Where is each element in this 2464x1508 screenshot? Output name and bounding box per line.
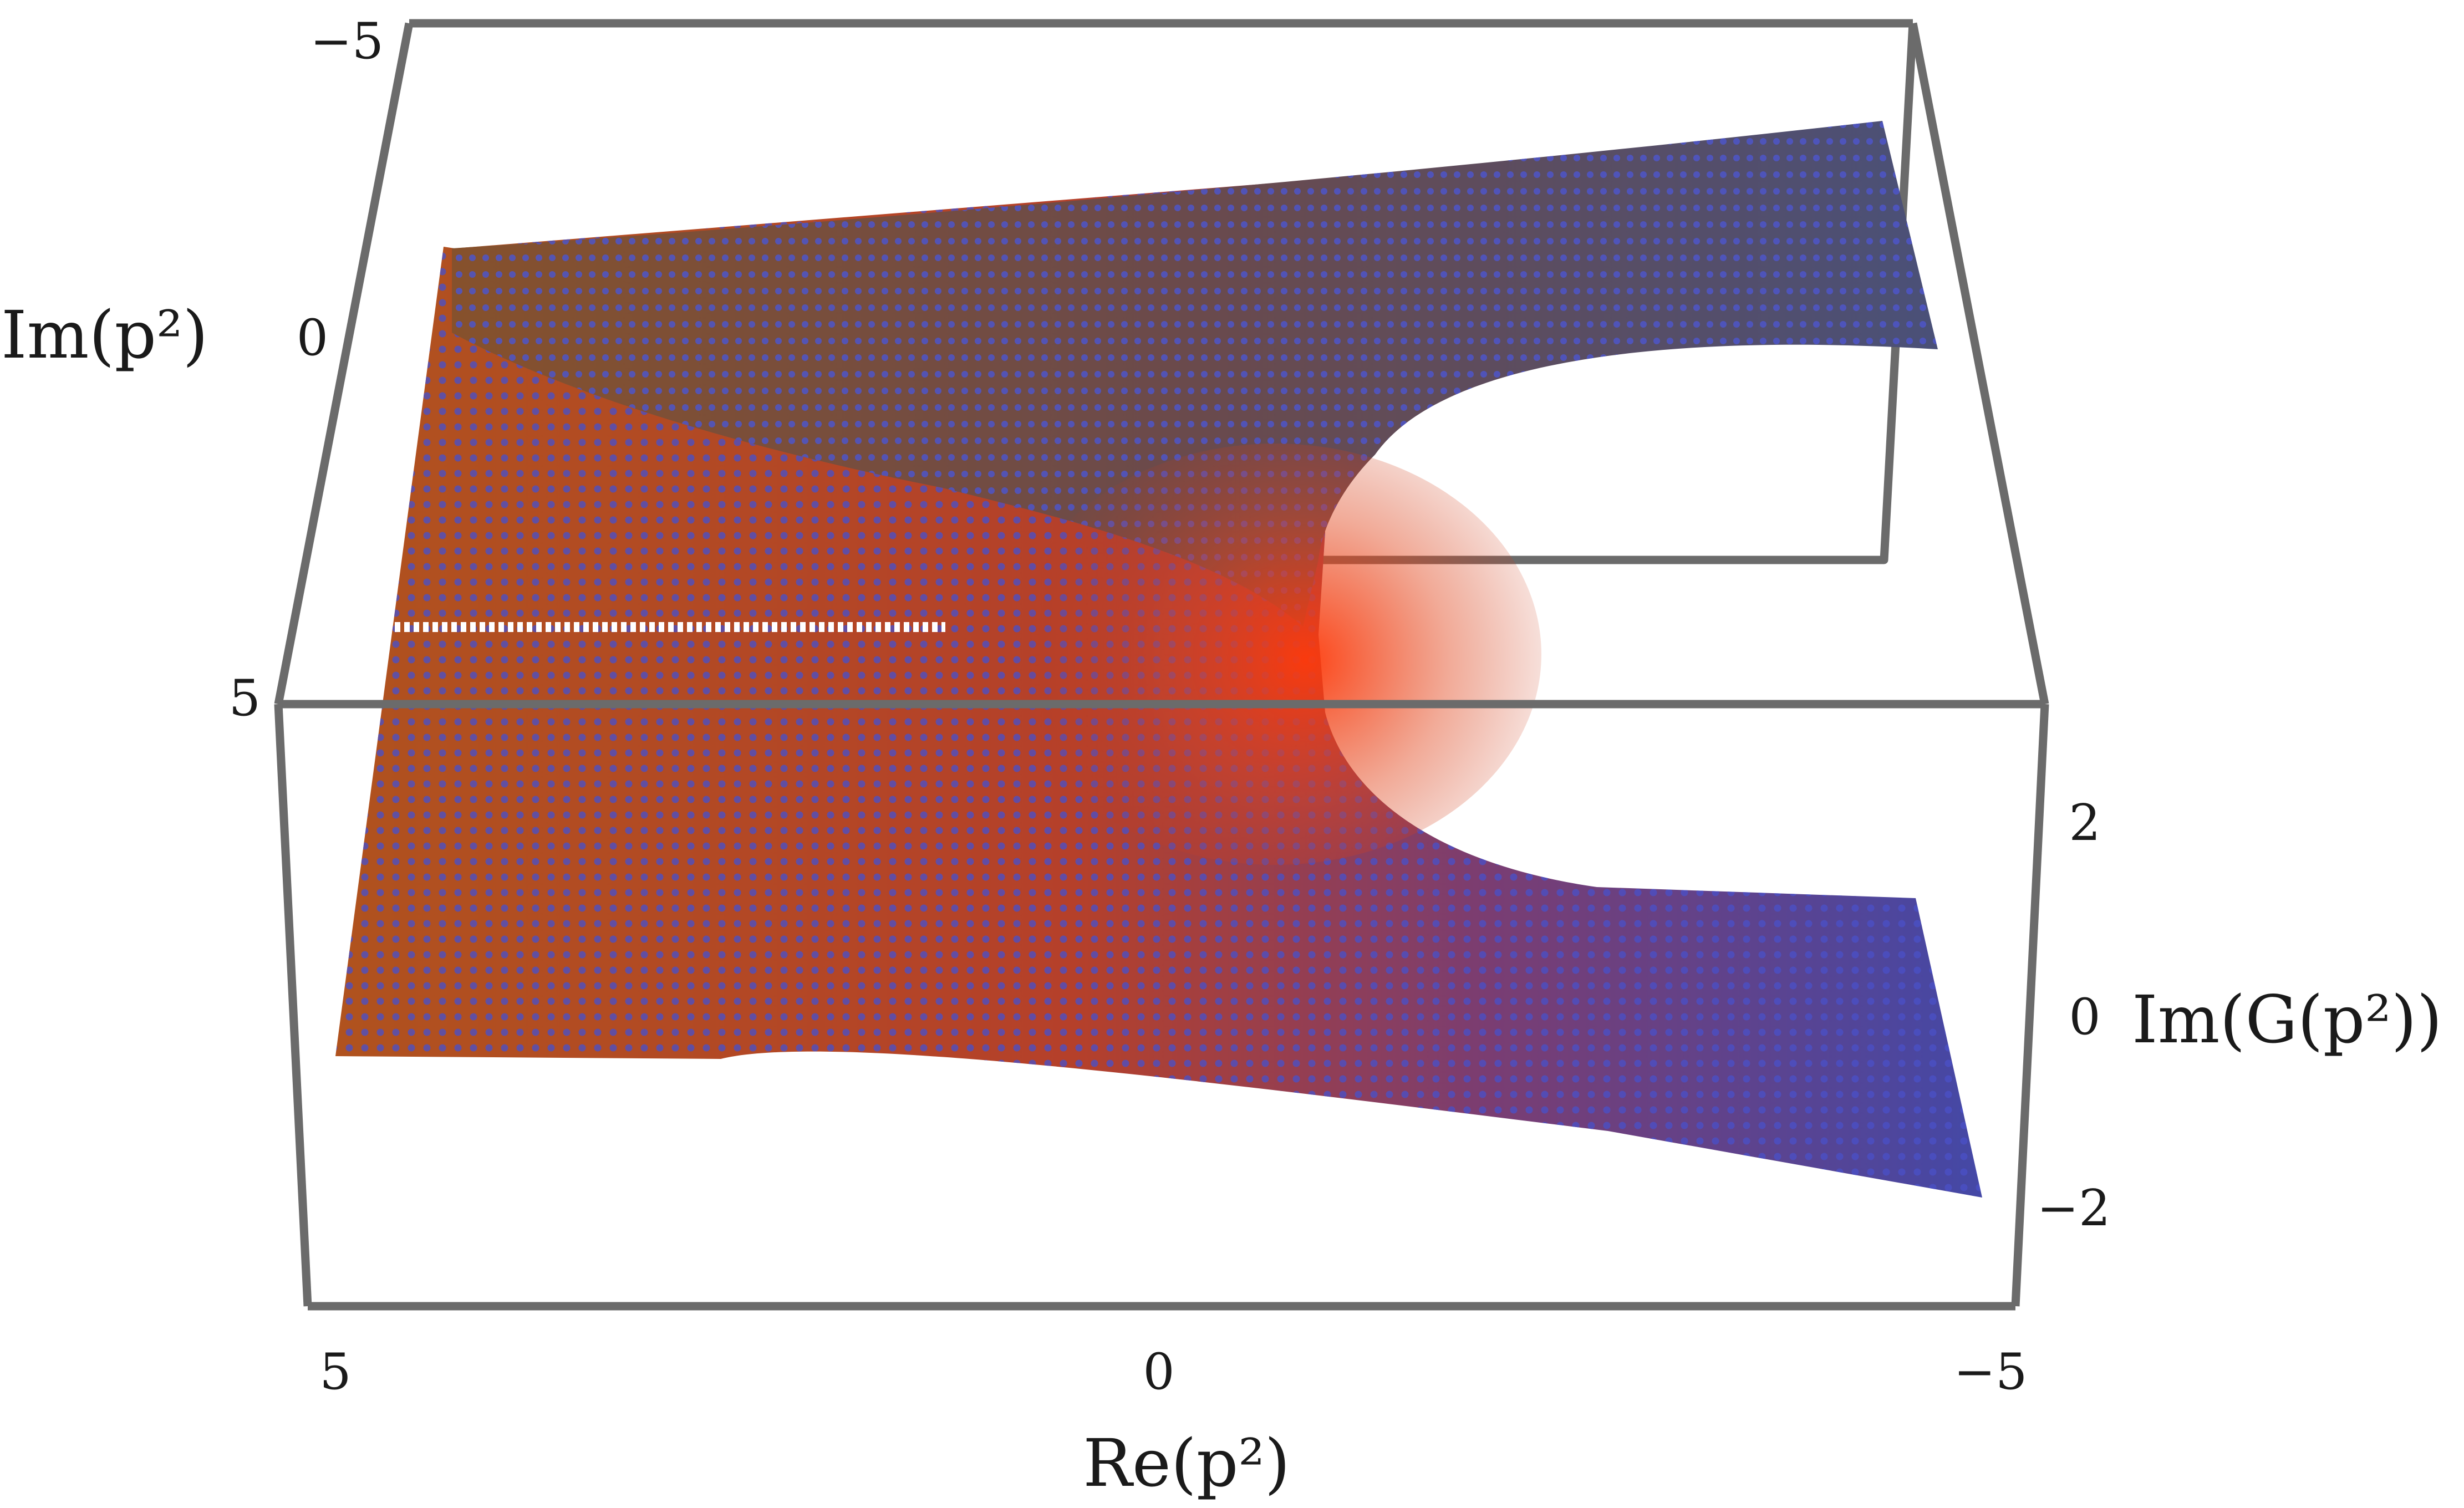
x-tick-label: 5 [319,1343,351,1401]
z-tick-label: 0 [2069,988,2100,1046]
z-tick-label: −2 [2037,1179,2111,1237]
y-tick-label: −5 [310,12,384,70]
x-tick-label: −5 [1954,1343,2028,1401]
y-tick-labels: −5 0 5 [229,12,384,727]
y-tick-label: 0 [297,309,328,367]
z-tick-labels: 2 0 −2 [2037,794,2111,1237]
x-tick-label: 0 [1143,1343,1174,1401]
x-axis-title: Re(p²) [1083,1425,1290,1501]
surface-peak-glow [1009,444,1541,865]
surface-upper-dots [452,121,1938,626]
box-front-edges [274,700,2049,1311]
z-tick-label: 2 [2069,794,2100,852]
x-tick-labels: 5 0 −5 [319,1343,2027,1401]
surface [335,121,1982,1198]
z-axis-title: Im(G(p²)) [2132,981,2442,1058]
y-tick-label: 5 [229,669,261,727]
y-axis-title: Im(p²) [1,297,208,373]
